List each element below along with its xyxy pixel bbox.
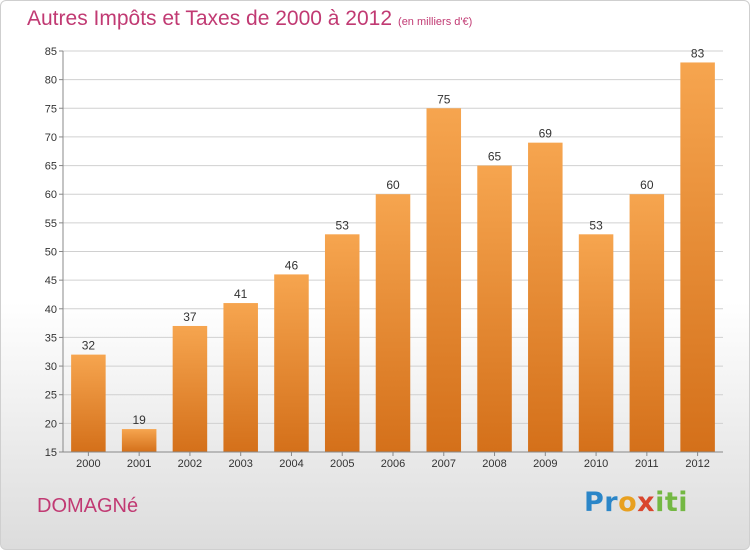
- bar: [375, 194, 411, 452]
- x-tick-label: 2011: [635, 458, 659, 470]
- y-tick-label: 35: [45, 332, 57, 344]
- chart-subtitle: (en milliers d'€): [398, 16, 473, 28]
- x-tick-label: 2010: [584, 458, 608, 470]
- x-tick-label: 2007: [432, 458, 456, 470]
- chart-title-text: Autres Impôts et Taxes de 2000 à 2012: [27, 7, 393, 30]
- bar: [680, 62, 715, 452]
- y-tick-label: 50: [45, 247, 57, 259]
- logo-part: Pr: [584, 487, 619, 518]
- data-label: 19: [132, 413, 146, 427]
- bar: [324, 234, 360, 452]
- x-tick-label: 2000: [76, 458, 100, 470]
- bar: [578, 234, 614, 452]
- y-tick-label: 45: [45, 275, 57, 287]
- x-tick-label: 2005: [330, 458, 354, 470]
- y-tick-label: 40: [45, 304, 57, 316]
- bar: [223, 303, 258, 452]
- y-tick-label: 80: [45, 75, 57, 87]
- place-name: DOMAGNé: [37, 495, 139, 517]
- bar: [477, 165, 512, 453]
- logo-part: iti: [655, 487, 689, 518]
- data-label: 60: [386, 178, 400, 192]
- y-tick-label: 75: [45, 103, 57, 115]
- data-label: 53: [589, 218, 603, 232]
- data-label: 37: [183, 310, 197, 324]
- bar: [71, 354, 106, 452]
- data-label: 83: [691, 46, 705, 60]
- x-tick-label: 2002: [178, 458, 202, 470]
- x-tick-label: 2006: [381, 458, 405, 470]
- data-label: 32: [82, 339, 96, 353]
- y-tick-label: 55: [45, 218, 57, 230]
- y-tick-label: 30: [45, 361, 57, 373]
- x-tick-label: 2001: [127, 458, 151, 470]
- x-tick-label: 2009: [533, 458, 557, 470]
- x-tick-label: 2003: [228, 458, 252, 470]
- data-label: 46: [285, 258, 299, 272]
- y-tick-label: 70: [45, 132, 57, 144]
- x-tick-label: 2012: [685, 458, 709, 470]
- y-tick-label: 85: [45, 46, 57, 58]
- proxiti-logo: Proxiti: [584, 487, 688, 518]
- data-label: 41: [234, 287, 248, 301]
- logo-part: o: [618, 487, 638, 518]
- y-tick-label: 25: [45, 390, 57, 402]
- logo-part: x: [637, 487, 656, 518]
- data-label: 65: [488, 150, 502, 164]
- data-label: 60: [640, 178, 654, 192]
- chart-title: Autres Impôts et Taxes de 2000 à 2012 (en…: [27, 7, 472, 31]
- bar: [121, 429, 157, 452]
- y-tick-label: 15: [45, 447, 57, 459]
- x-tick-label: 2008: [482, 458, 506, 470]
- bar: [629, 194, 665, 452]
- data-label: 53: [336, 218, 350, 232]
- bar: [528, 142, 563, 452]
- data-label: 69: [539, 127, 553, 141]
- x-tick-label: 2004: [279, 458, 303, 470]
- y-tick-label: 60: [45, 189, 57, 201]
- bar: [172, 325, 208, 452]
- bar: [426, 108, 462, 453]
- data-label: 75: [437, 92, 451, 106]
- bar: [274, 274, 309, 452]
- y-tick-label: 20: [45, 418, 57, 430]
- y-tick-label: 65: [45, 161, 57, 173]
